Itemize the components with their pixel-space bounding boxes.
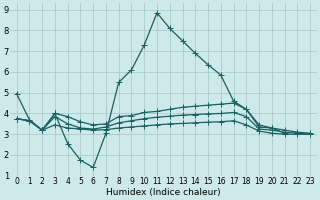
X-axis label: Humidex (Indice chaleur): Humidex (Indice chaleur) (106, 188, 221, 197)
